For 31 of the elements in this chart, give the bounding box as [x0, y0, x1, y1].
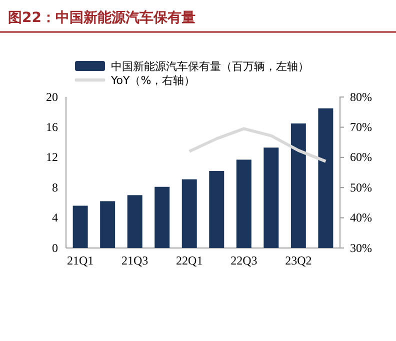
- y2-tick-label: 40%: [350, 210, 372, 225]
- x-tick-label: 21Q1: [66, 254, 94, 268]
- legend-label: 中国新能源汽车保有量（百万辆，左轴）: [111, 60, 309, 73]
- x-tick-label: 22Q1: [176, 254, 203, 268]
- legend-label: YoY（%，右轴）: [110, 74, 196, 87]
- y-tick-label: 12: [46, 150, 58, 164]
- y-tick-label: 16: [46, 120, 58, 134]
- bar: [236, 160, 252, 248]
- chart-title: 图22：中国新能源汽车保有量: [8, 9, 196, 26]
- bar: [182, 179, 197, 248]
- line-series: [188, 127, 328, 163]
- y-tick-label: 20: [46, 90, 58, 104]
- y2-tick-label: 50%: [350, 180, 372, 194]
- y-tick-label: 8: [52, 180, 58, 194]
- bar: [318, 108, 334, 248]
- bar: [127, 195, 142, 248]
- bar: [100, 201, 116, 248]
- y2-tick-label: 80%: [350, 90, 372, 104]
- y2-tick-label: 60%: [350, 150, 372, 164]
- y-tick-label: 0: [52, 240, 58, 255]
- y2-tick-label: 70%: [350, 120, 372, 134]
- x-tick-label: 23Q2: [285, 254, 312, 268]
- bar: [209, 170, 224, 248]
- bar: [72, 206, 88, 248]
- x-tick-label: 22Q3: [230, 254, 258, 268]
- bar: [290, 123, 306, 248]
- y2-tick-label: 30%: [350, 240, 372, 255]
- bar: [154, 186, 170, 248]
- y-tick-label: 4: [52, 210, 58, 225]
- x-tick-label: 21Q3: [122, 254, 148, 268]
- bar: [264, 148, 279, 248]
